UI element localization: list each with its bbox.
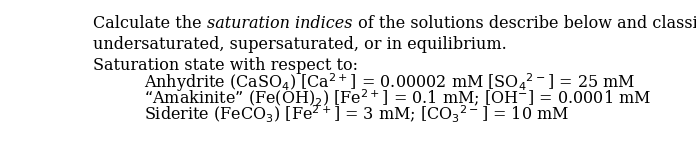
Text: Anhydrite (CaSO$_{4}$) [Ca$^{2+}$] = 0.00002 mM [SO$_{4}$$^{2-}$] = 25 mM: Anhydrite (CaSO$_{4}$) [Ca$^{2+}$] = 0.0… — [143, 71, 635, 94]
Text: of the solutions describe below and classify each as: of the solutions describe below and clas… — [353, 15, 696, 32]
Text: Saturation state with respect to:: Saturation state with respect to: — [93, 56, 358, 73]
Text: Calculate the: Calculate the — [93, 15, 207, 32]
Text: undersaturated, supersaturated, or in equilibrium.: undersaturated, supersaturated, or in eq… — [93, 36, 507, 53]
Text: “Amakinite” (Fe(OH)$_{2}$) [Fe$^{2+}$] = 0.1 mM; [OH$^{-}$] = 0.0001 mM: “Amakinite” (Fe(OH)$_{2}$) [Fe$^{2+}$] =… — [143, 87, 651, 109]
Text: saturation indices: saturation indices — [207, 15, 353, 32]
Text: Siderite (FeCO$_{3}$) [Fe$^{2+}$] = 3 mM; [CO$_{3}$$^{2-}$] = 10 mM: Siderite (FeCO$_{3}$) [Fe$^{2+}$] = 3 mM… — [143, 104, 569, 125]
